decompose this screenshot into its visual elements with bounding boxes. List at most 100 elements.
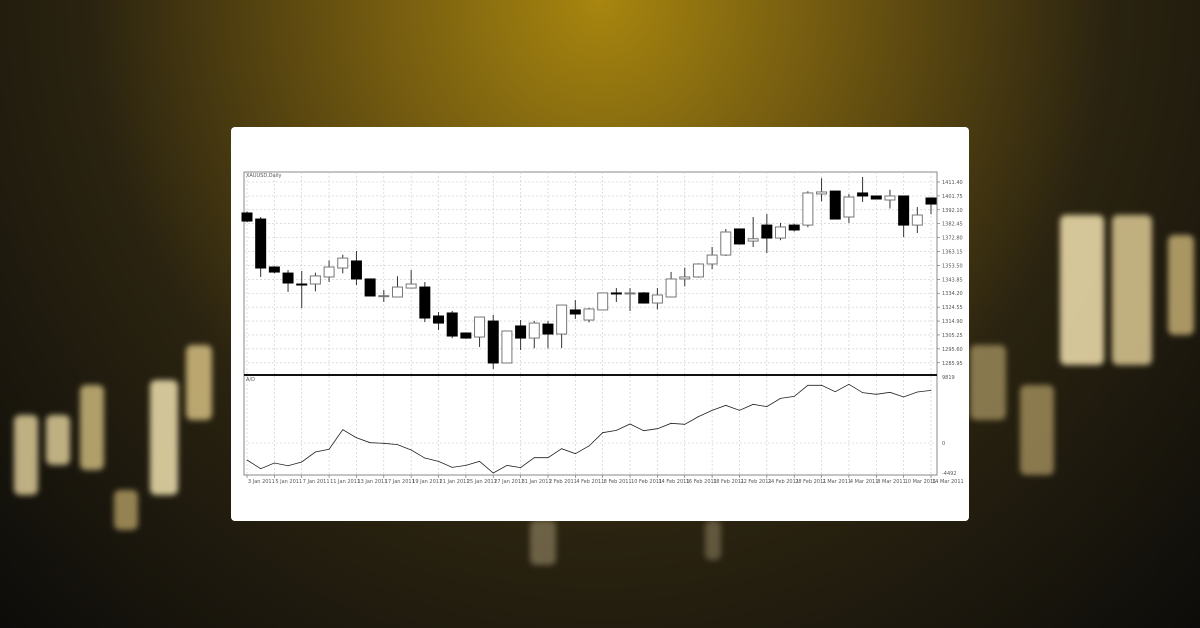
bull-candle bbox=[775, 226, 787, 239]
bull-candle bbox=[391, 286, 403, 298]
indicator-point bbox=[438, 460, 439, 462]
bear-candle bbox=[788, 224, 800, 231]
x-tick-label: 2 Feb 2011 bbox=[549, 479, 577, 485]
indicator-point bbox=[752, 403, 754, 405]
x-tick-label: 17 Jan 2011 bbox=[385, 479, 415, 485]
indicator-tick-label: 9819 bbox=[942, 375, 955, 381]
bg-candle bbox=[1060, 215, 1104, 365]
indicator-point bbox=[602, 432, 604, 434]
bull-candle bbox=[843, 196, 855, 218]
x-tick-label: 19 Jan 2011 bbox=[412, 479, 442, 485]
x-tick-label: 21 Jan 2011 bbox=[440, 479, 470, 485]
x-tick-label: 25 Jan 2011 bbox=[467, 479, 497, 485]
indicator-point bbox=[465, 464, 467, 466]
indicator-point bbox=[451, 466, 453, 468]
bear-candle bbox=[255, 218, 267, 269]
bull-candle bbox=[624, 292, 636, 295]
bull-candle bbox=[802, 192, 814, 226]
indicator-point bbox=[821, 384, 822, 386]
bear-candle bbox=[241, 212, 253, 222]
bear-candle bbox=[446, 312, 458, 337]
indicator-point bbox=[397, 444, 398, 446]
x-tick-label: 10 Feb 2011 bbox=[631, 479, 662, 485]
bg-candle bbox=[705, 520, 721, 560]
bull-candle bbox=[309, 275, 321, 285]
indicator-point bbox=[711, 409, 713, 411]
price-tick-label: 1285.95 bbox=[942, 361, 963, 367]
x-tick-label: 13 Jan 2011 bbox=[357, 479, 387, 485]
indicator-point bbox=[780, 397, 781, 399]
indicator-point bbox=[574, 453, 576, 455]
indicator-point bbox=[328, 448, 330, 450]
indicator-point bbox=[273, 462, 275, 464]
x-tick-label: 27 Jan 2011 bbox=[494, 479, 524, 485]
bear-candle bbox=[350, 260, 362, 280]
bg-candle bbox=[530, 520, 556, 565]
indicator-point bbox=[793, 395, 795, 397]
indicator-point bbox=[684, 423, 686, 425]
indicator-point bbox=[287, 465, 289, 467]
indicator-point bbox=[561, 448, 563, 450]
bear-candle bbox=[761, 224, 773, 239]
bear-candle bbox=[515, 325, 527, 339]
indicator-point bbox=[533, 457, 535, 459]
bear-candle bbox=[460, 332, 472, 339]
indicator-point bbox=[862, 392, 863, 394]
bear-candle bbox=[733, 228, 745, 245]
bear-candle bbox=[829, 190, 841, 220]
bear-candle bbox=[487, 320, 499, 364]
bear-candle bbox=[433, 315, 445, 324]
indicator-point bbox=[342, 429, 344, 431]
bear-candle bbox=[569, 309, 581, 315]
indicator-point bbox=[301, 461, 303, 463]
bull-candle bbox=[556, 304, 568, 335]
bull-candle bbox=[597, 292, 609, 311]
indicator-point bbox=[766, 406, 768, 408]
price-tick-label: 1343.85 bbox=[942, 277, 963, 283]
bull-candle bbox=[720, 231, 732, 256]
indicator-point bbox=[424, 457, 426, 459]
indicator-point bbox=[547, 457, 549, 459]
bg-candle bbox=[1168, 235, 1194, 335]
indicator-point bbox=[356, 437, 357, 439]
x-tick-label: 8 Mar 2011 bbox=[877, 479, 906, 485]
indicator-point bbox=[875, 393, 877, 395]
indicator-point bbox=[246, 459, 248, 461]
x-tick-label: 11 Jan 2011 bbox=[330, 479, 360, 485]
indicator-point bbox=[670, 422, 672, 424]
bull-candle bbox=[884, 195, 896, 201]
indicator-point bbox=[807, 384, 809, 386]
x-tick-label: 16 Feb 2011 bbox=[686, 479, 717, 485]
bear-candle bbox=[857, 192, 869, 197]
price-tick-label: 1392.10 bbox=[942, 208, 963, 214]
bg-candle bbox=[186, 345, 212, 420]
x-tick-label: 24 Feb 2011 bbox=[768, 479, 799, 485]
indicator-point bbox=[506, 464, 508, 466]
bg-candle bbox=[46, 415, 70, 465]
indicator-point bbox=[643, 430, 645, 432]
bg-candle bbox=[114, 490, 138, 530]
indicator-point bbox=[479, 460, 480, 462]
price-tick-label: 1353.50 bbox=[942, 263, 963, 269]
bear-candle bbox=[610, 292, 622, 295]
indicator-point bbox=[739, 409, 740, 411]
indicator-point bbox=[260, 468, 262, 470]
bear-candle bbox=[419, 286, 431, 319]
bull-candle bbox=[337, 257, 349, 269]
x-tick-label: 14 Feb 2011 bbox=[658, 479, 689, 485]
candlestick-chart: 1411.40 1401.75 1392.10 1382.45 1372.80 1363.… bbox=[241, 171, 964, 485]
x-tick-label: 14 Mar 2011 bbox=[932, 479, 964, 485]
bull-candle bbox=[665, 278, 677, 298]
x-tick-label: 8 Feb 2011 bbox=[604, 479, 632, 485]
price-tick-label: 1363.15 bbox=[942, 250, 963, 256]
chart-card: 1411.40 1401.75 1392.10 1382.45 1372.80 1363.… bbox=[231, 127, 969, 521]
indicator-label: A/D bbox=[246, 377, 255, 383]
price-tick-label: 1295.60 bbox=[942, 347, 963, 353]
chart-title: XAUUSD,Daily bbox=[246, 173, 281, 179]
bull-candle bbox=[528, 322, 540, 339]
x-tick-label: 4 Feb 2011 bbox=[576, 479, 604, 485]
indicator-point bbox=[889, 391, 891, 393]
price-tick-label: 1401.75 bbox=[942, 194, 963, 200]
bull-candle bbox=[706, 254, 718, 265]
indicator-point bbox=[492, 472, 494, 474]
